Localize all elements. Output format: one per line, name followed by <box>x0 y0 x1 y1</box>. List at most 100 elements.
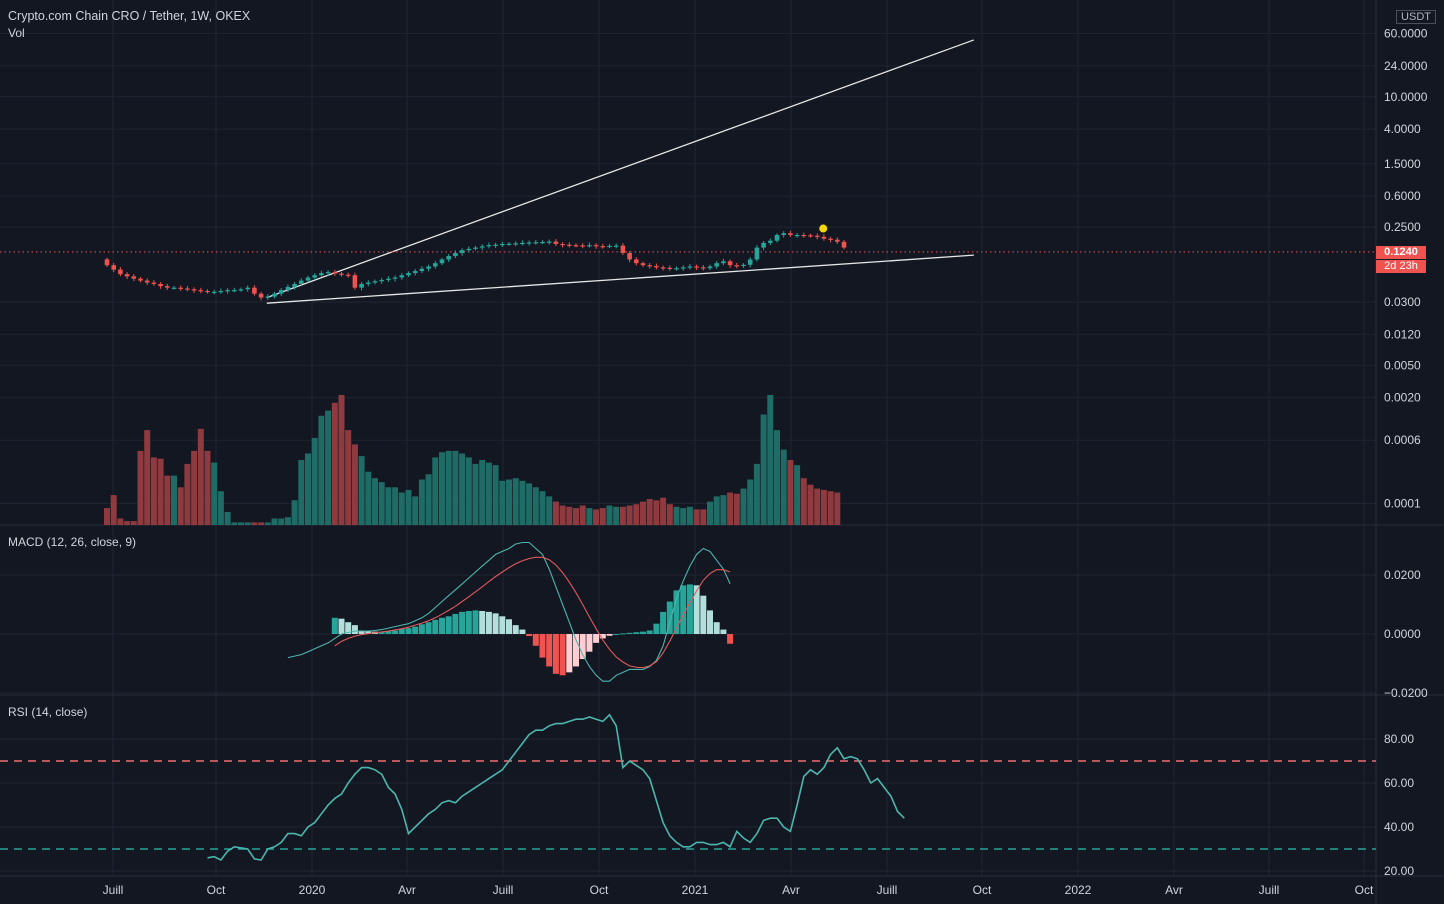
candle-body <box>687 266 693 268</box>
macd-histogram-bar <box>693 585 700 634</box>
volume-bar <box>412 496 419 525</box>
macd-histogram-bar <box>599 634 606 639</box>
candle-body <box>600 246 606 248</box>
macd-histogram-bar <box>680 585 687 634</box>
candle-body <box>701 267 706 269</box>
candle-body <box>459 250 465 254</box>
candle-body <box>526 242 532 244</box>
rsi-legend[interactable]: RSI (14, close) <box>8 705 88 719</box>
candle-body <box>660 267 666 269</box>
volume-bar <box>519 480 526 525</box>
candle-body <box>533 242 539 244</box>
trendline <box>266 254 974 304</box>
volume-bar <box>660 497 667 525</box>
candle-body <box>466 248 472 251</box>
candle-body <box>808 235 813 237</box>
price-tick-label: 0.0050 <box>1384 358 1421 372</box>
candle-body <box>647 265 652 267</box>
price-tick-label: 60.0000 <box>1384 27 1428 41</box>
candle-body <box>841 241 847 248</box>
volume-bar <box>318 415 325 525</box>
macd-histogram-bar <box>405 628 412 634</box>
candle-body <box>573 245 579 247</box>
volume-bar <box>814 488 821 525</box>
candle-body <box>801 234 807 237</box>
chart-title[interactable]: Crypto.com Chain CRO / Tether, 1W, OKEX <box>8 9 251 23</box>
volume-bar <box>626 505 633 525</box>
candle-body <box>379 279 384 282</box>
last-price-tag: 0.1240 <box>1376 246 1426 259</box>
candle-body <box>265 296 271 298</box>
candle-body <box>285 286 291 291</box>
volume-bar <box>506 479 512 525</box>
volume-legend[interactable]: Vol <box>8 26 25 40</box>
macd-histogram-bar <box>606 634 613 636</box>
macd-histogram-bar <box>472 610 479 634</box>
volume-bar <box>271 518 278 525</box>
marker-dot <box>819 224 828 233</box>
volume-bar <box>787 460 794 525</box>
macd-histogram-bar <box>452 613 459 634</box>
candle-body <box>399 275 405 278</box>
candle-body <box>486 245 492 247</box>
candle-body <box>225 290 230 292</box>
candle-body <box>258 293 264 298</box>
candle-body <box>727 261 733 266</box>
volume-bar <box>177 487 184 525</box>
volume-bar <box>264 522 271 525</box>
candle-body <box>781 233 786 235</box>
candle-body <box>587 245 592 247</box>
volume-bar <box>351 444 358 525</box>
volume-bar <box>284 517 291 525</box>
volume-bar <box>365 471 372 525</box>
macd-histogram-bar <box>573 634 579 667</box>
price-tick-label: 0.0020 <box>1384 391 1421 405</box>
candle-body <box>613 245 619 247</box>
volume-bar <box>432 457 439 525</box>
volume-bar <box>693 509 700 525</box>
candle-body <box>439 259 445 264</box>
currency-label[interactable]: USDT <box>1396 10 1436 24</box>
macd-histogram-bar <box>619 633 626 635</box>
volume-bar <box>378 482 385 525</box>
candle-body <box>768 240 773 243</box>
candle-body <box>278 290 284 294</box>
macd-histogram-bar <box>546 634 553 667</box>
volume-bar <box>794 465 801 525</box>
volume-bar <box>110 495 117 525</box>
candle-body <box>218 290 224 293</box>
macd-histogram-bar <box>392 630 399 634</box>
candle-body <box>178 287 183 289</box>
volume-bar <box>733 493 740 525</box>
trendlines[interactable] <box>0 39 1376 304</box>
price-tick-label: 10.0000 <box>1384 90 1428 104</box>
candle-body <box>506 243 512 245</box>
time-tick-label: Avr <box>398 883 416 897</box>
macd-legend[interactable]: MACD (12, 26, close, 9) <box>8 535 137 549</box>
volume-bar <box>452 450 459 525</box>
candle-body <box>694 266 699 268</box>
candle-body <box>593 245 599 247</box>
volume-bar <box>499 480 506 525</box>
volume-bar <box>559 505 566 525</box>
macd-histogram-bar <box>673 590 680 634</box>
candle-body <box>339 273 344 275</box>
candle-body <box>473 247 478 249</box>
candle-body <box>453 253 458 257</box>
time-tick-label: 2021 <box>682 883 709 897</box>
macd-histogram-bar <box>351 625 358 634</box>
candle-body <box>352 275 358 288</box>
rsi-line <box>207 713 905 862</box>
volume-bar <box>171 475 177 525</box>
volume-bar <box>492 465 499 525</box>
volume-bar <box>573 508 579 525</box>
macd-histogram-bar <box>459 611 466 634</box>
candle-body <box>553 241 559 244</box>
volume-bar <box>673 506 680 525</box>
volume-bar <box>666 504 673 525</box>
candle-body <box>520 242 525 245</box>
candle-body <box>446 256 451 260</box>
macd-histogram-bar <box>552 634 559 674</box>
macd-histogram-bar <box>539 634 546 658</box>
